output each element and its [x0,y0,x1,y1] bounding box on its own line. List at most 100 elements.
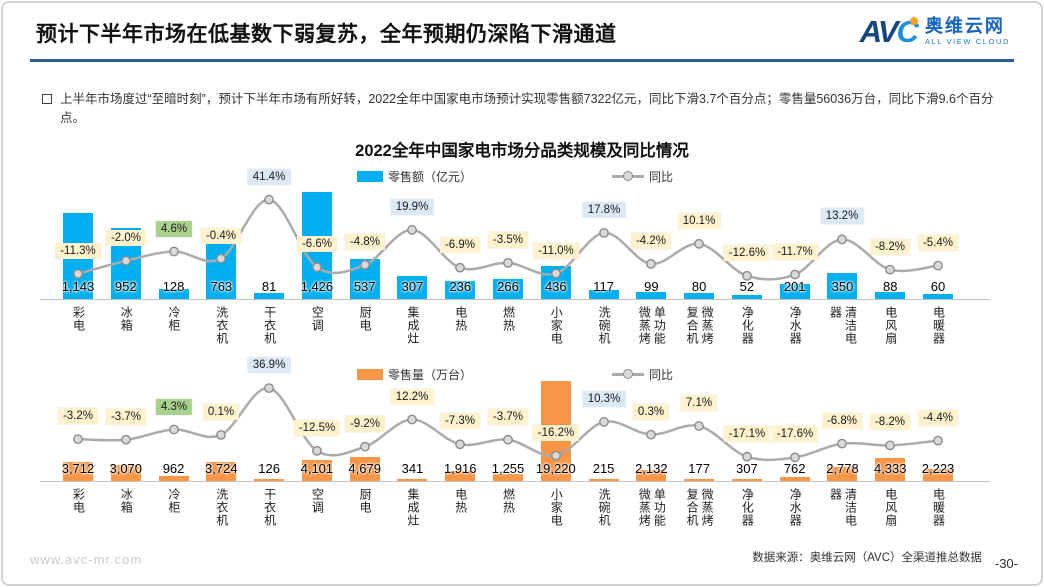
bar [63,461,93,481]
bar [779,477,810,481]
bar-value-label: 2,778 [826,461,859,476]
category-label: 彩电 [71,488,86,514]
website-link: www.avc-mr.com [30,552,143,567]
category-label: 冰箱 [119,488,134,514]
bar [588,290,619,299]
bar-value-label: 1,916 [443,461,477,476]
yoy-label: -17.1% [723,425,771,442]
chart-legend: 零售量（万台） 同比 [40,366,990,383]
yoy-label: -3.7% [105,408,147,425]
bar-value-label: 128 [162,279,185,294]
logo-name-en: ALL VIEW CLOUD [924,36,1010,46]
yoy-label: 0.3% [632,403,670,420]
yoy-label: 12.2% [390,388,434,405]
legend-label: 同比 [649,170,674,184]
category-label: 电暖器 [931,488,946,527]
bar-value-label: 3,724 [205,461,238,476]
bar-value-label: 60 [930,279,946,294]
page-number: -30- [994,556,1018,571]
category-label: 净水器 [788,488,803,527]
line-marker [169,246,179,257]
legend-label: 零售额（亿元） [387,170,472,184]
bar [397,478,428,481]
yoy-label: 13.2% [820,208,864,225]
line-marker [216,430,226,440]
category-label: 洗碗机 [597,488,612,527]
bar-value-label: 341 [401,461,424,476]
bar [301,459,332,481]
page-title: 预计下半年市场在低基数下弱复苏，全年预期仍深陷下滑通道 [36,23,617,46]
legend-item-bar-series: 零售量（万台） [356,366,472,383]
yoy-label: -4.4% [917,409,959,426]
line-marker [790,269,800,280]
bar-swatch-icon [356,171,383,182]
bar-value-label: 4,679 [348,461,381,476]
x-axis-line [40,481,990,482]
category-label: 清洁电器 [828,306,858,345]
line-marker [407,225,417,235]
yoy-label: 4.3% [155,398,193,415]
line-marker [407,414,417,425]
x-axis-line [40,299,990,300]
category-label: 小家电 [549,306,564,345]
yoy-label: 10.3% [582,390,626,407]
category-label: 电风扇 [883,488,898,527]
bar [875,458,906,481]
bar-value-label: 266 [497,279,519,294]
category-label: 彩电 [71,306,86,332]
category-label: 洗衣机 [214,306,229,345]
category-label: 净化器 [740,306,755,345]
logo-avc-text: AVC [859,14,919,49]
bar-value-label: 88 [883,279,898,294]
category-label: 干衣机 [262,306,277,345]
bar-value-label: 99 [644,279,659,294]
yoy-label: 36.9% [247,357,291,374]
line-marker [646,259,656,269]
bar-value-label: 201 [783,279,806,294]
bar-value-label: 236 [449,279,472,294]
retail-volume-chart: 零售量（万台） 同比 3,712 彩电 3,070 冰箱 962 冷柜 3,724 洗衣机 126 干… [40,352,990,564]
yoy-label: -6.8% [821,412,863,429]
legend-label: 同比 [649,368,674,382]
bar [779,283,810,299]
line-marker-icon [612,369,644,380]
line-marker [742,451,752,462]
yoy-label: -8.2% [869,414,911,431]
line-marker [264,383,274,393]
bar-value-label: 537 [353,279,376,294]
yoy-label: -3.5% [487,231,529,248]
line-marker [885,264,895,275]
bar-value-label: 4,101 [300,461,334,476]
yoy-label: 10.1% [677,212,721,229]
category-label: 电热 [453,488,468,514]
category-label: 单功能微蒸烤 [637,488,667,527]
yoy-label: 7.1% [680,395,718,411]
category-label: 冷柜 [167,488,182,514]
yoy-label: -3.2% [57,408,99,425]
legend-item-bar-series: 零售额（亿元） [356,168,472,185]
yoy-label: -6.9% [439,236,481,253]
line-marker [646,429,656,440]
yoy-label: -2.0% [105,229,147,246]
bar-value-label: 81 [261,279,277,294]
bar-value-label: 2,223 [921,461,955,476]
bar-value-label: 3,712 [61,461,95,476]
yoy-label: -16.2% [532,424,580,441]
summary-block: 上半年市场度过“至暗时刻”，预计下半年市场有所好转，2022全年中国家电市场预计… [42,90,1002,129]
category-label: 洗衣机 [214,488,229,527]
category-label: 空调 [310,488,325,514]
bar-value-label: 1,426 [300,279,334,294]
bar [254,292,285,299]
yoy-label: -12.6% [723,244,771,261]
line-marker [455,439,465,450]
bar [636,469,667,481]
bar-value-label: 80 [691,279,707,294]
bar [445,471,476,481]
line-marker-icon [612,171,644,182]
yoy-label: -4.2% [630,232,672,249]
category-label: 冰箱 [119,306,134,332]
bar [827,466,858,481]
line-marker [503,258,513,268]
category-label: 集成灶 [405,488,420,527]
line-marker [73,434,83,445]
